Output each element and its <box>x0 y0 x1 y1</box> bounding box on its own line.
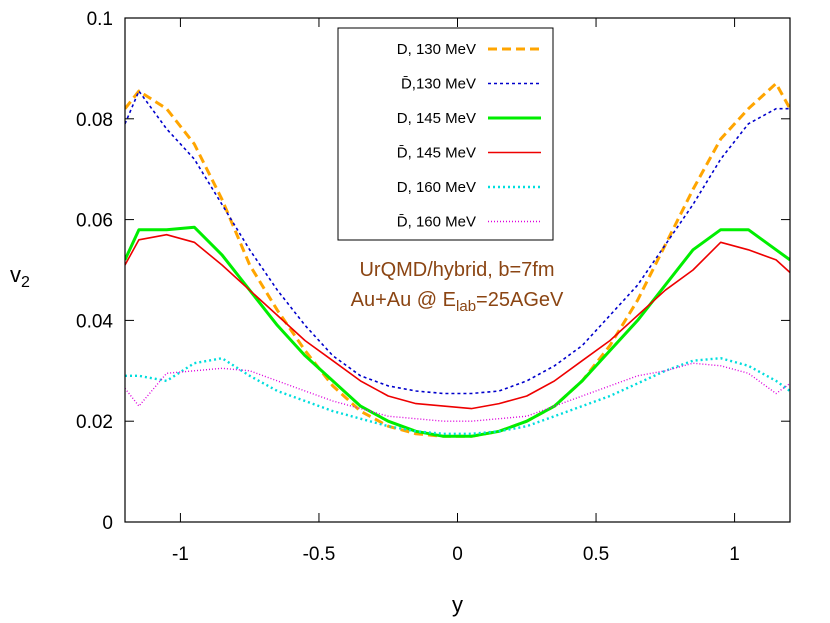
legend-label-3: D, 145 MeV <box>397 110 476 127</box>
x-axis-label: y <box>452 592 463 617</box>
annotation-line-2: Au+Au @ Elab=25AGeV <box>351 289 564 315</box>
series-line-4 <box>125 233 790 410</box>
x-tick-label: 1 <box>729 544 740 565</box>
plot-curves <box>125 82 790 438</box>
x-tick-label: -1 <box>172 544 189 565</box>
y-axis-label-subscript: 2 <box>21 274 30 291</box>
legend-label-2: D̄,130 MeV <box>401 76 476 93</box>
y-tick-label: 0.02 <box>76 412 113 433</box>
annotation-line-2-prefix: Au+Au @ E <box>351 289 456 311</box>
x-tick-label: 0.5 <box>583 544 609 565</box>
axis-ticks: -1 -0.5 0 0.5 1 0 0.02 0.04 0.06 0.08 0.1 <box>76 9 790 565</box>
legend-label-1: D, 130 MeV <box>397 41 476 58</box>
series-line-5 <box>125 357 790 435</box>
y-tick-label: 0.04 <box>76 311 113 332</box>
annotation-line-2-subscript: lab <box>456 298 476 315</box>
legend: D, 130 MeV D̄,130 MeV D, 145 MeV D̄, 145 Me… <box>337 27 554 241</box>
x-tick-label: -0.5 <box>303 544 336 565</box>
y-tick-label: 0.06 <box>76 211 113 232</box>
series-line-6 <box>125 362 790 422</box>
annotation-line-1: UrQMD/hybrid, b=7fm <box>359 259 554 281</box>
legend-label-6: D̄, 160 MeV <box>397 214 476 231</box>
y-axis-label-main: v <box>10 262 21 287</box>
y-tick-label: 0 <box>102 513 113 534</box>
y-tick-label: 0.1 <box>87 9 113 30</box>
series-line-3 <box>125 225 790 438</box>
y-axis-label: v2 <box>10 262 30 291</box>
annotation-line-2-suffix: =25AGeV <box>476 289 564 311</box>
legend-label-5: D, 160 MeV <box>397 179 476 196</box>
series-line-2 <box>125 90 790 395</box>
legend-box <box>337 27 554 241</box>
y-tick-label: 0.08 <box>76 110 113 131</box>
legend-label-4: D̄, 145 MeV <box>397 145 476 162</box>
x-tick-label: 0 <box>452 544 463 565</box>
